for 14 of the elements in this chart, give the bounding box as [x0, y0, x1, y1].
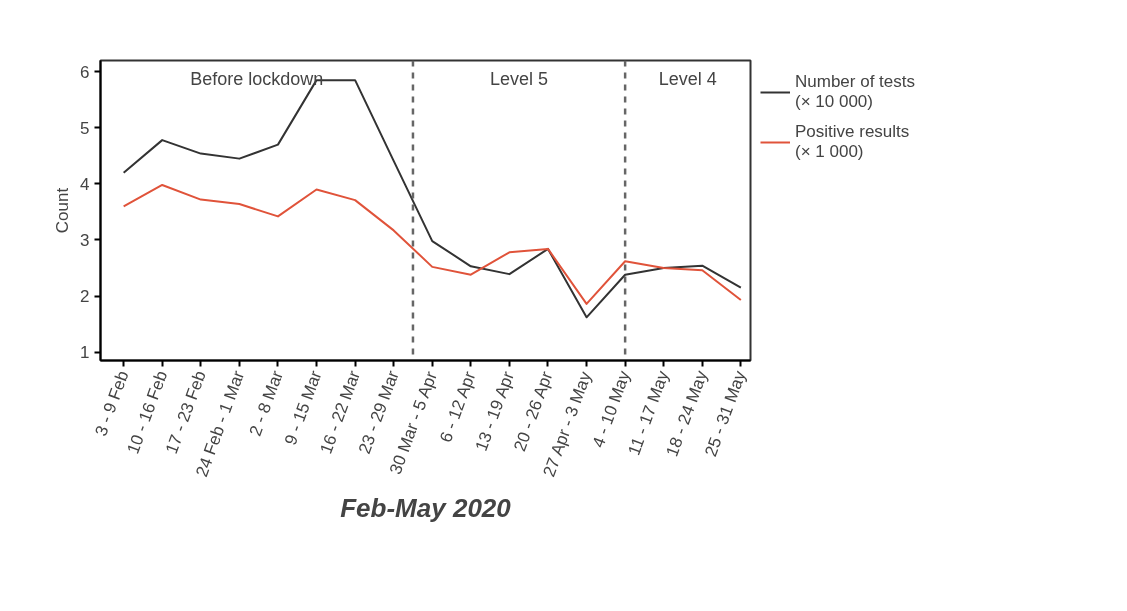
y-tick-label: 3 — [80, 230, 90, 250]
annotation: Level 5 — [490, 68, 549, 89]
y-tick-label: 6 — [80, 62, 90, 82]
annotation: Before lockdown — [190, 68, 324, 89]
y-tick-label: 5 — [80, 118, 90, 138]
y-tick-label: 4 — [80, 174, 90, 194]
y-tick-label: 2 — [80, 287, 90, 307]
y-tick-label: 1 — [80, 343, 90, 363]
legend-label: Positive results (× 1 000) — [795, 121, 910, 163]
annotation: Level 4 — [658, 68, 717, 89]
line-series — [122, 183, 742, 305]
y-axis-title: Count — [53, 187, 73, 234]
legend-label: Number of tests (× 10 000) — [795, 71, 915, 113]
text: Feb-May 2020 — [340, 492, 512, 523]
